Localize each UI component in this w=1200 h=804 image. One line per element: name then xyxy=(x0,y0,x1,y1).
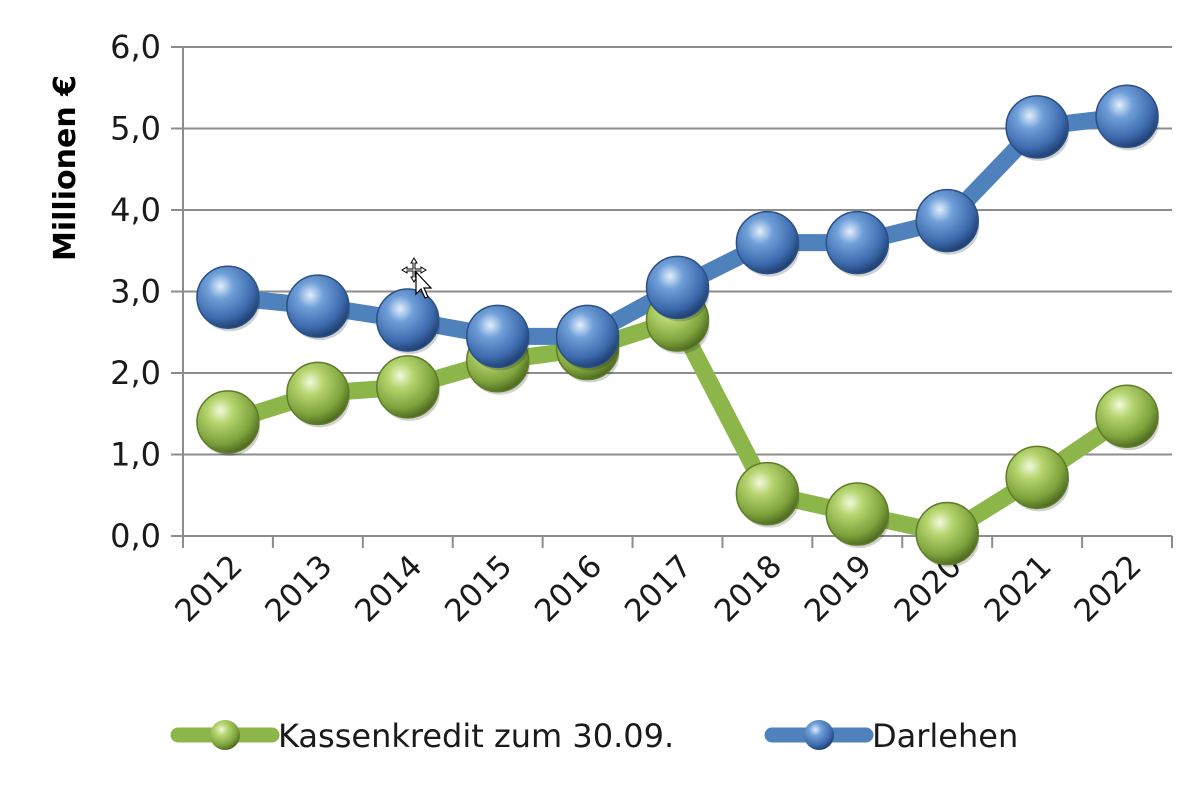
data-point xyxy=(1095,384,1159,448)
legend-label: Darlehen xyxy=(872,717,1018,755)
data-point xyxy=(376,288,440,352)
x-tick-label: 2014 xyxy=(348,548,429,629)
data-point xyxy=(555,304,620,369)
data-point xyxy=(1095,84,1159,149)
y-tick-label: 6,0 xyxy=(110,28,161,66)
data-point xyxy=(286,361,350,426)
data-point xyxy=(735,461,800,526)
data-point xyxy=(735,210,800,275)
data-point xyxy=(196,390,260,454)
move-cursor-icon xyxy=(401,257,433,299)
x-tick-label: 2021 xyxy=(978,548,1059,629)
data-point xyxy=(376,355,440,419)
series-layer xyxy=(196,84,1160,568)
y-tick-label: 1,0 xyxy=(110,436,161,474)
data-point xyxy=(915,501,979,566)
legend-item: Darlehen xyxy=(764,717,1018,755)
x-tick-label: 2018 xyxy=(708,548,789,629)
y-axis-label: Millionen € xyxy=(48,75,83,261)
y-tick-label: 3,0 xyxy=(110,273,161,311)
x-tick-label: 2016 xyxy=(528,548,609,629)
x-tick-label: 2017 xyxy=(618,548,699,629)
x-tick-label: 2019 xyxy=(798,548,879,629)
x-tick-label: 2012 xyxy=(168,548,249,629)
data-point xyxy=(1005,445,1069,510)
data-point xyxy=(1005,95,1069,159)
x-tick-label: 2022 xyxy=(1067,548,1148,629)
y-tick-label: 2,0 xyxy=(110,354,161,392)
legend-marker xyxy=(210,720,240,750)
data-point xyxy=(825,482,890,546)
data-point xyxy=(465,304,530,369)
x-tick-label: 2013 xyxy=(258,548,339,629)
legend-marker xyxy=(804,720,834,750)
data-point xyxy=(196,265,260,329)
y-tick-label: 0,0 xyxy=(110,517,161,555)
legend: Kassenkredit zum 30.09. Darlehen xyxy=(170,257,1018,755)
y-tick-label: 4,0 xyxy=(110,191,161,229)
data-point xyxy=(825,210,890,275)
y-tick-label: 5,0 xyxy=(110,110,161,148)
legend-label: Kassenkredit zum 30.09. xyxy=(278,717,674,755)
data-point xyxy=(286,274,350,338)
legend-item: Kassenkredit zum 30.09. xyxy=(170,717,674,755)
data-point xyxy=(645,255,710,320)
data-point xyxy=(915,188,979,253)
x-tick-label: 2015 xyxy=(438,548,519,629)
